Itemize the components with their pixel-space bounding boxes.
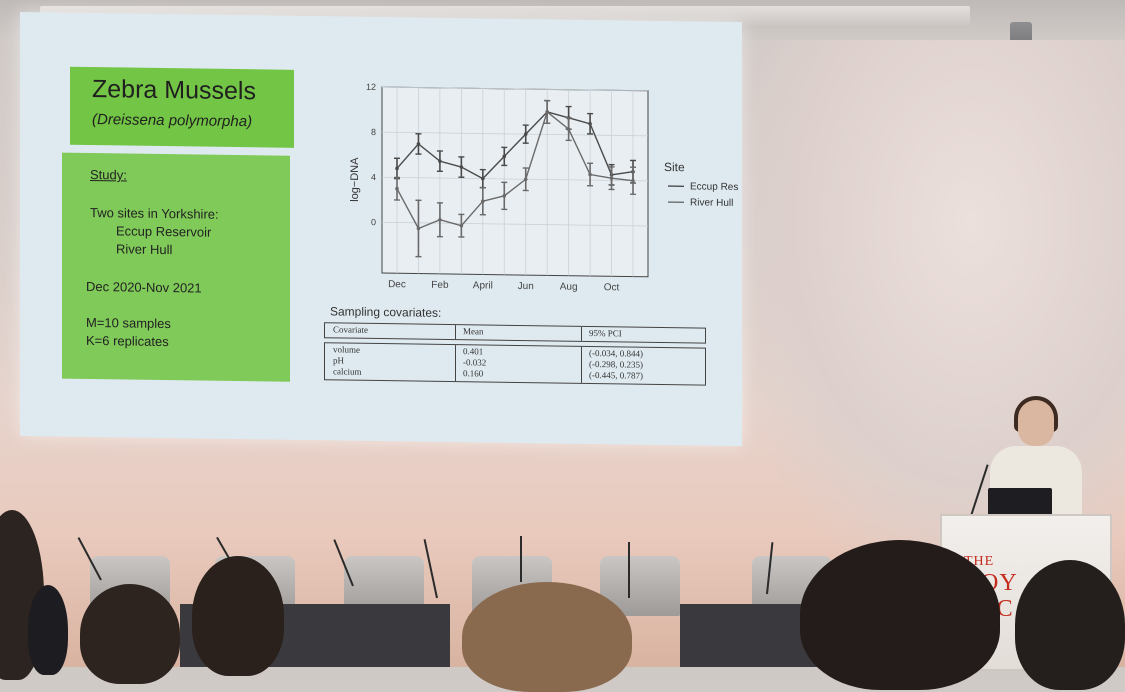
covariates-header-row: Covariate Mean 95% PCI <box>324 322 706 343</box>
slide-subtitle: (Dreissena polymorpha) <box>92 111 252 130</box>
legend-label: River Hull <box>690 197 733 209</box>
table-divider <box>455 345 456 381</box>
site-2: River Hull <box>116 241 172 257</box>
microphone <box>628 542 630 598</box>
x-tick-label: Jun <box>518 281 534 292</box>
microphone <box>520 536 522 582</box>
y-axis-label: log−DNA <box>349 157 361 202</box>
title-box: Zebra Mussels (Dreissena polymorpha) <box>70 67 294 148</box>
slide-title: Zebra Mussels <box>92 75 256 106</box>
table-cell: 0.401 <box>463 346 483 356</box>
site-1: Eccup Reservoir <box>116 223 211 239</box>
presenter-head <box>1018 400 1054 446</box>
x-tick-label: Feb <box>431 280 449 291</box>
desk <box>680 604 820 667</box>
chart-svg: 0 4 8 12 Dec Feb April Jun Aug Oct log−DNA Site E… <box>330 74 750 305</box>
table-divider <box>581 327 582 341</box>
chart: 0 4 8 12 Dec Feb April Jun Aug Oct log−DNA Site E… <box>330 74 750 310</box>
x-tick-label: Oct <box>604 282 620 293</box>
laptop <box>988 488 1052 516</box>
table-cell: pH <box>333 355 344 365</box>
audience-head <box>800 540 1000 690</box>
table-cell: calcium <box>333 366 362 376</box>
legend-title: Site <box>664 160 685 174</box>
plot-area <box>382 87 648 277</box>
header-pci: 95% PCI <box>589 328 622 338</box>
table-cell: (-0.298, 0.235) <box>589 359 643 370</box>
audience-head <box>28 585 68 675</box>
audience-head <box>1015 560 1125 690</box>
y-tick-label: 0 <box>371 217 376 227</box>
y-tick-label: 4 <box>371 172 376 182</box>
study-box: Study: Two sites in Yorkshire: Eccup Res… <box>62 153 290 382</box>
table-cell: (-0.445, 0.787) <box>589 370 643 381</box>
projected-slide: Zebra Mussels (Dreissena polymorpha) Stu… <box>20 12 742 446</box>
study-period: Dec 2020-Nov 2021 <box>86 279 202 296</box>
replicate-count: K=6 replicates <box>86 333 169 349</box>
audience-head <box>80 584 180 684</box>
table-cell: 0.160 <box>463 368 483 378</box>
audience-head <box>192 556 284 676</box>
table-cell: volume <box>333 344 360 354</box>
x-tick-label: April <box>473 280 493 291</box>
covariates-table: Covariate Mean 95% PCI volume 0.401 (-0.… <box>324 322 706 391</box>
microphone <box>424 539 438 598</box>
sample-count: M=10 samples <box>86 315 171 331</box>
header-covariate: Covariate <box>333 324 368 334</box>
covariates-body: volume 0.401 (-0.034, 0.844) pH -0.032 (… <box>324 342 706 385</box>
x-tick-label: Aug <box>560 282 578 293</box>
table-cell: -0.032 <box>463 357 486 367</box>
audience-head <box>462 582 632 692</box>
header-mean: Mean <box>463 326 484 336</box>
x-tick-label: Dec <box>388 279 406 290</box>
table-divider <box>581 347 582 383</box>
table-cell: (-0.034, 0.844) <box>589 348 643 359</box>
study-heading: Study: <box>90 167 127 183</box>
sites-intro: Two sites in Yorkshire: <box>90 205 219 222</box>
y-tick-label: 8 <box>371 127 376 137</box>
y-tick-label: 12 <box>366 82 376 92</box>
covariates-title: Sampling covariates: <box>330 304 441 320</box>
legend-label: Eccup Res <box>690 181 738 193</box>
table-divider <box>455 325 456 339</box>
